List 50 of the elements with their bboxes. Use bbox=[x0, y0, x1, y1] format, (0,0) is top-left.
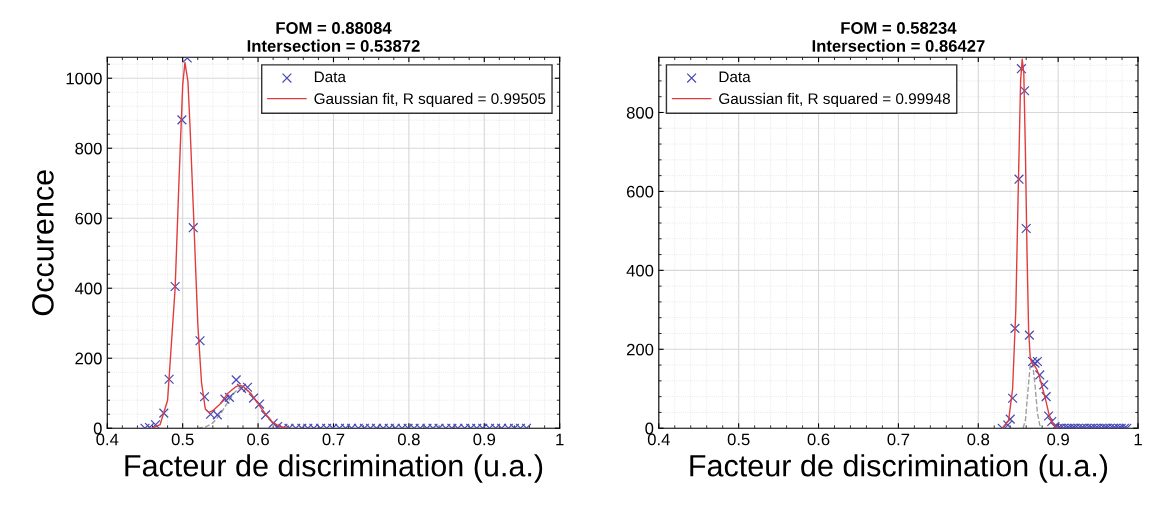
x-tick-label: 0.8 bbox=[967, 433, 990, 446]
point bbox=[1005, 414, 1016, 425]
point bbox=[1013, 174, 1025, 185]
y-tick-label: 600 bbox=[75, 212, 102, 225]
line-series bbox=[151, 61, 289, 429]
legend-label: Data bbox=[314, 71, 346, 83]
x-tick-label: 0.6 bbox=[807, 433, 830, 446]
x-tick-label: 0.4 bbox=[96, 433, 119, 446]
y-tick-label: 0 bbox=[93, 422, 102, 435]
point bbox=[1007, 393, 1018, 404]
y-tick-label: 600 bbox=[626, 185, 654, 198]
chart-title: FOM = 0.88084 Intersection = 0.53872 bbox=[247, 22, 420, 52]
y-tick-label: 400 bbox=[626, 264, 654, 277]
x-tick-label: 0.8 bbox=[397, 433, 420, 446]
y-tick-label: 0 bbox=[645, 422, 654, 435]
line-series bbox=[1022, 362, 1043, 429]
point bbox=[1034, 369, 1045, 380]
point bbox=[1021, 223, 1032, 234]
y-tick-label: 800 bbox=[626, 106, 654, 119]
point bbox=[1041, 391, 1052, 402]
x-tick-label: 0.5 bbox=[171, 433, 194, 446]
x-axis-title: Facteur de discrimination (u.a.) bbox=[690, 454, 1108, 483]
y-tick-label: 400 bbox=[74, 282, 102, 295]
chart-title: FOM = 0.58234 Intersection = 0.86427 bbox=[812, 22, 985, 52]
x-tick-label: 0.5 bbox=[727, 433, 750, 446]
y-tick-label: 800 bbox=[75, 142, 102, 155]
point bbox=[1024, 330, 1035, 341]
legend-label: Data bbox=[719, 71, 751, 83]
y-axis-title: Occurence bbox=[32, 170, 54, 316]
y-tick-label: 200 bbox=[75, 352, 102, 365]
legend-label: Gaussian fit, R squared = 0.99948 bbox=[719, 92, 950, 108]
point bbox=[1016, 63, 1027, 74]
x-tick-label: 0.9 bbox=[473, 433, 496, 446]
y-tick-label: 200 bbox=[626, 343, 654, 356]
point bbox=[1009, 323, 1021, 334]
x-tick-label: 0.9 bbox=[1047, 433, 1069, 446]
x-axis-title: Facteur de discrimination (u.a.) bbox=[125, 454, 543, 483]
point bbox=[1019, 85, 1030, 96]
point bbox=[1002, 420, 1013, 429]
x-tick-label: 1 bbox=[1134, 433, 1142, 446]
x-tick-label: 0.7 bbox=[322, 433, 345, 446]
x-tick-label: 0.4 bbox=[647, 433, 670, 446]
x-tick-label: 1 bbox=[556, 433, 564, 446]
x-tick-label: 0.6 bbox=[247, 433, 269, 446]
y-tick-label: 1000 bbox=[66, 72, 102, 85]
point bbox=[1038, 379, 1049, 390]
point bbox=[1043, 410, 1054, 422]
legend-label: Gaussian fit, R squared = 0.99505 bbox=[314, 92, 546, 108]
line-series bbox=[1001, 58, 1059, 429]
x-tick-label: 0.7 bbox=[887, 433, 910, 446]
